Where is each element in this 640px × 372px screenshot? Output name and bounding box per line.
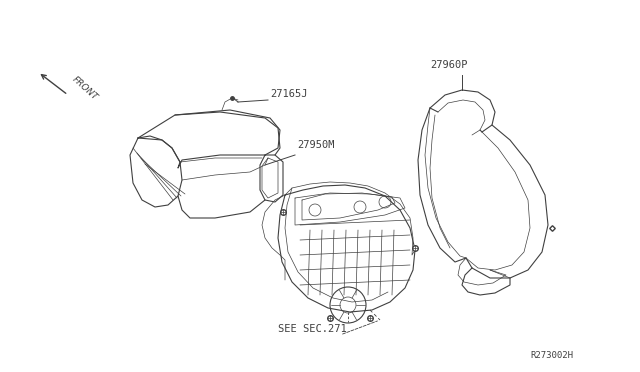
Text: R273002H: R273002H: [530, 351, 573, 360]
Text: SEE SEC.271: SEE SEC.271: [278, 324, 347, 334]
Text: FRONT: FRONT: [70, 75, 99, 102]
Text: 27165J: 27165J: [270, 89, 307, 99]
Text: 27950M: 27950M: [297, 140, 335, 150]
Text: 27960P: 27960P: [430, 60, 467, 70]
